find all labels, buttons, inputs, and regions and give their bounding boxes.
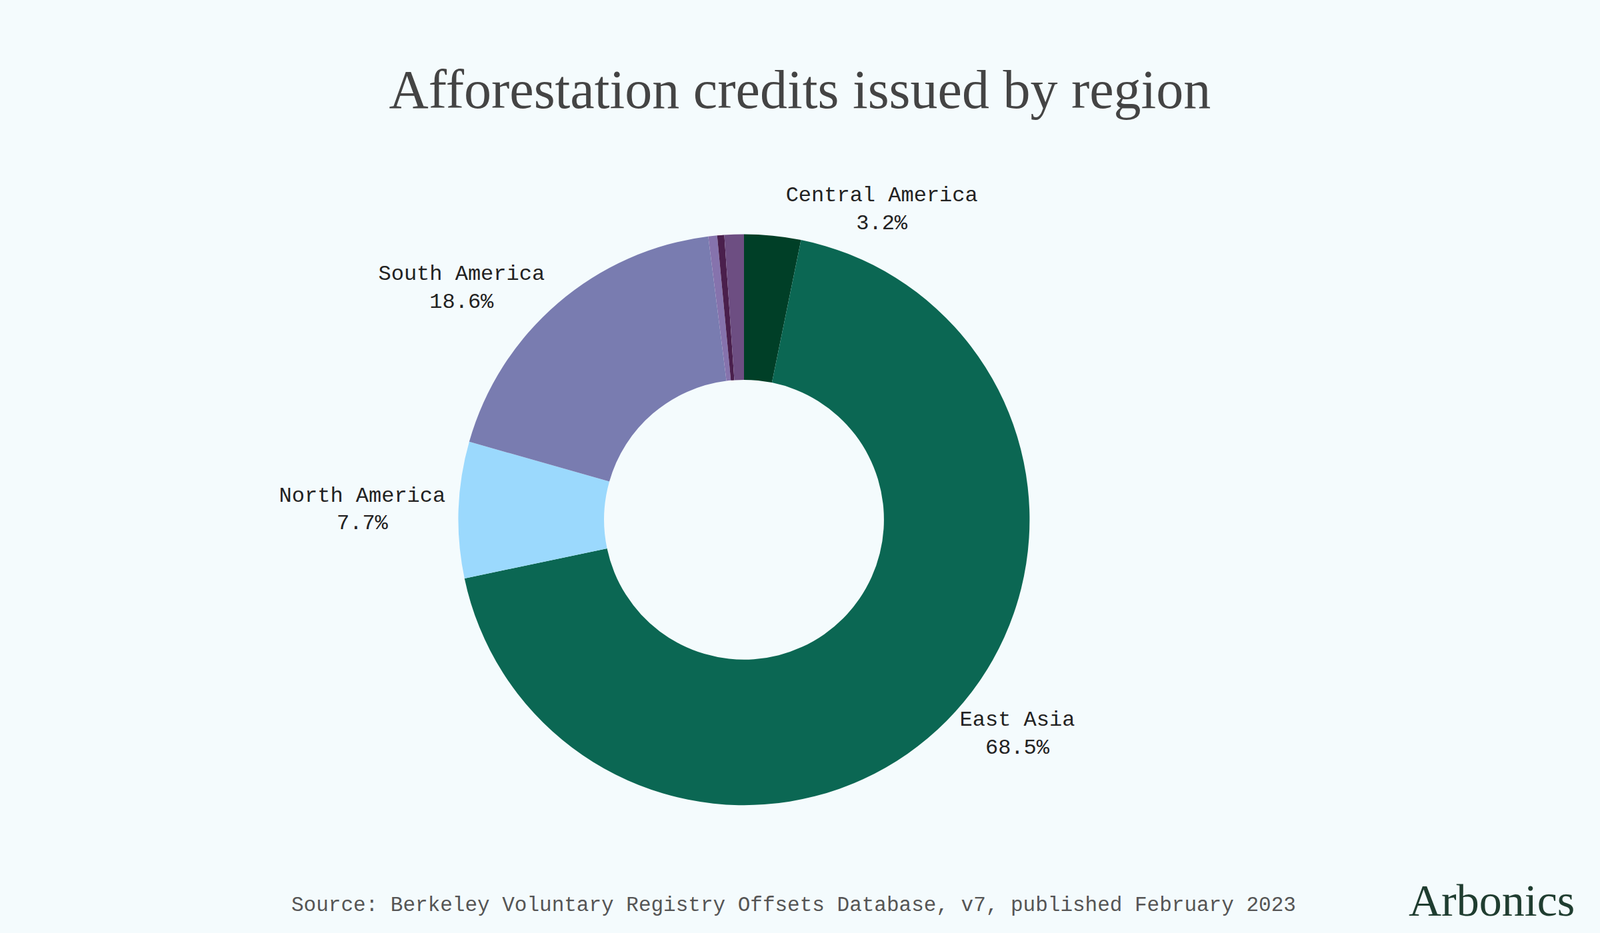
svg-text:South America18.6%: South America18.6% xyxy=(378,262,545,315)
svg-text:Source: Berkeley Voluntary Reg: Source: Berkeley Voluntary Registry Offs… xyxy=(291,894,1296,918)
svg-text:Afforestation credits issued b: Afforestation credits issued by region xyxy=(389,59,1212,120)
svg-text:North America7.7%: North America7.7% xyxy=(279,484,446,537)
svg-text:Arbonics: Arbonics xyxy=(1408,875,1575,926)
svg-text:Central America3.2%: Central America3.2% xyxy=(786,183,978,236)
svg-text:East Asia68.5%: East Asia68.5% xyxy=(960,708,1076,761)
